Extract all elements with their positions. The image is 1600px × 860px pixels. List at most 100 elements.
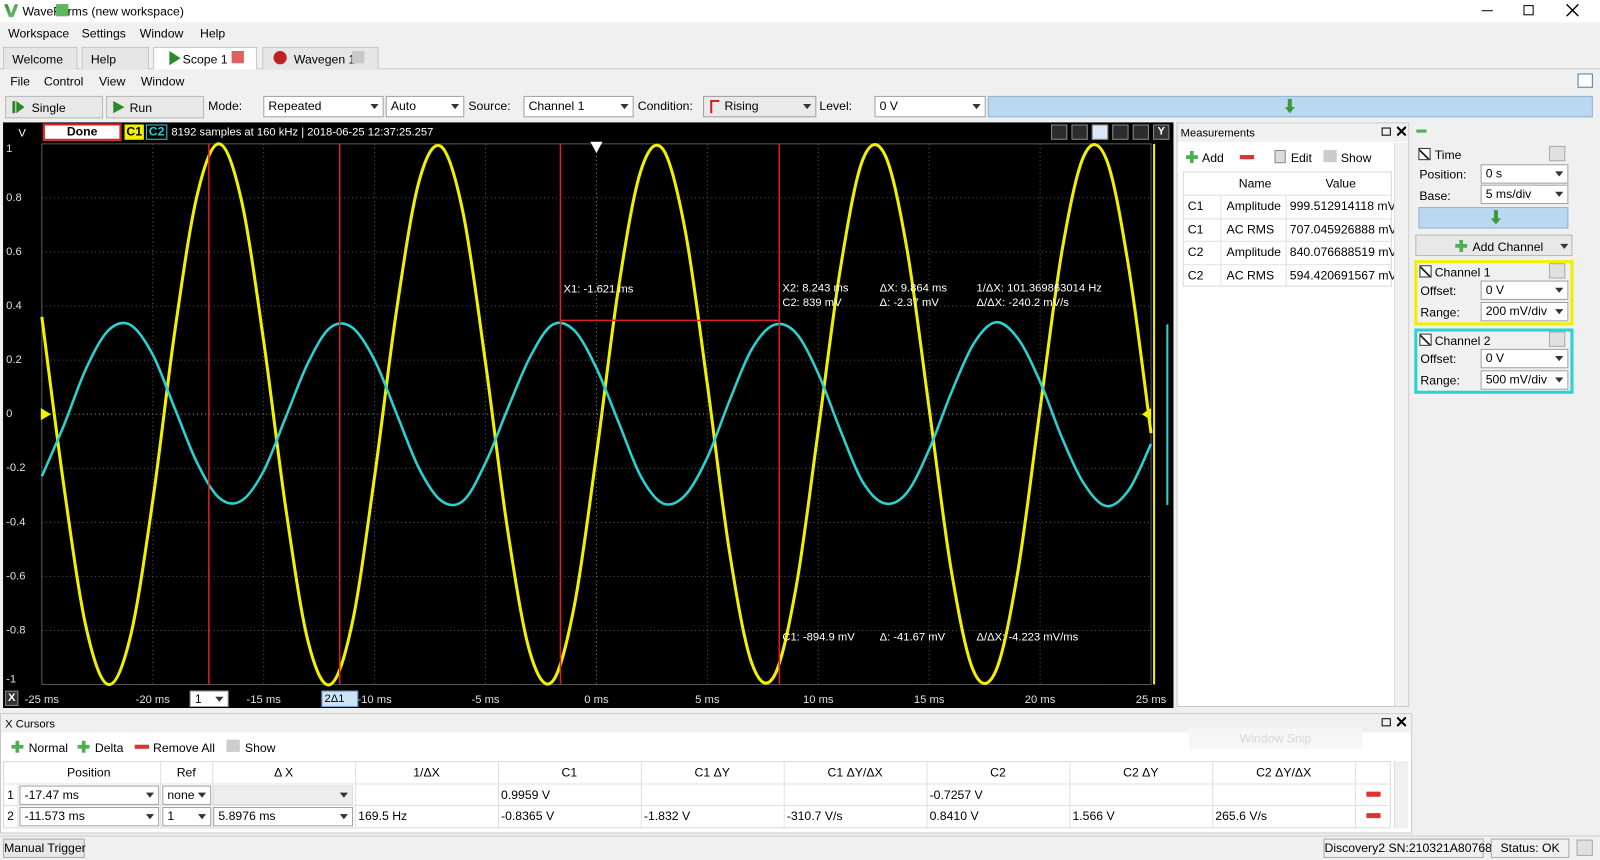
single-button[interactable]: Single — [5, 95, 104, 119]
series-badge[interactable]: C2 — [145, 124, 168, 140]
base-label: Base: — [1419, 188, 1451, 204]
tab[interactable]: Wavegen 1 — [262, 46, 379, 70]
overlay-text: Window Snip — [1188, 728, 1363, 749]
panel-float — [1381, 127, 1391, 136]
plot-tool[interactable] — [1112, 124, 1129, 140]
dropdown-arrow — [145, 814, 155, 820]
tab[interactable]: Welcome — [3, 46, 78, 70]
tab-label: Scope 1 — [182, 52, 228, 67]
plot-tool[interactable] — [1071, 124, 1088, 140]
range-label: Range: — [1420, 373, 1460, 388]
trigger-arrow-head — [1284, 107, 1295, 114]
device-label[interactable]: Discovery2 SN:210321A80768 — [1323, 838, 1492, 858]
table-cell: 1.566 V — [1072, 808, 1115, 824]
rising-icon — [710, 99, 720, 114]
table-cell: Amplitude — [1226, 244, 1281, 260]
row-divider — [1182, 194, 1392, 196]
apply-arrow — [1493, 210, 1498, 220]
offset-dropdown[interactable]: 0 V — [1480, 280, 1569, 300]
position-dropdown[interactable]: 0 s — [1480, 164, 1569, 184]
scope-menu-item[interactable]: View — [98, 74, 126, 89]
scope-menu-item[interactable]: File — [10, 74, 30, 89]
show-button: Show — [1340, 150, 1372, 166]
manual-trigger-button[interactable]: Manual Trigger — [3, 838, 86, 858]
position-dropdown[interactable]: -17.47 ms — [19, 785, 160, 805]
dropdown-arrow — [1555, 356, 1564, 362]
table-header: Ref — [176, 765, 196, 780]
table-cell: C2 — [1187, 267, 1204, 283]
position-dropdown[interactable]: -11.573 ms — [19, 806, 160, 827]
plot-tool[interactable] — [1132, 124, 1149, 140]
checkbox[interactable] — [1419, 333, 1432, 346]
dropdown-arrow — [197, 814, 207, 820]
run-button[interactable]: Run — [106, 95, 205, 119]
minimize-button[interactable] — [1481, 10, 1493, 12]
base-dropdown[interactable]: 5 ms/div — [1480, 184, 1569, 205]
ref-dropdown[interactable]: 1 — [189, 690, 229, 707]
checkbox[interactable] — [1418, 147, 1431, 161]
channel-name: Channel 1 — [1434, 265, 1491, 280]
dropdown-text: 0 V — [1485, 282, 1505, 297]
table-cell: 840.076688519 mV — [1289, 244, 1397, 260]
delta-button: Delta — [94, 740, 124, 755]
menu-item[interactable]: Settings — [81, 26, 126, 41]
ref-box[interactable]: 2Δ1 — [321, 690, 359, 707]
level-label: Level: — [819, 98, 853, 114]
table-header: Name — [1238, 176, 1272, 191]
tab-icon — [273, 51, 287, 65]
status-label[interactable]: Status: OK — [1490, 838, 1570, 858]
menu-item[interactable]: Workspace — [8, 26, 70, 41]
plot-tool[interactable] — [1051, 124, 1068, 140]
apply-button[interactable] — [1418, 207, 1569, 229]
remove-row-button[interactable] — [1366, 813, 1381, 819]
menu-item[interactable]: Window — [139, 26, 184, 41]
column-divider — [1285, 194, 1287, 287]
column-divider — [640, 761, 642, 829]
y-button[interactable]: Y — [1153, 124, 1170, 140]
table-cell: AC RMS — [1226, 221, 1275, 237]
tab[interactable]: Help — [81, 46, 149, 70]
delta-dropdown[interactable] — [213, 785, 354, 805]
x-button[interactable]: X — [5, 690, 19, 706]
ref-dropdown[interactable]: 1 — [162, 806, 212, 827]
channel-box — [1414, 328, 1574, 394]
menu-item[interactable]: Help — [200, 26, 226, 41]
plot-tool[interactable] — [1091, 124, 1109, 140]
dropdown-arrow — [370, 104, 379, 110]
tab-close — [231, 51, 244, 64]
scope-menu-item[interactable]: Window — [140, 74, 185, 89]
table-cell: 0.9959 V — [501, 787, 551, 802]
dropdown-text: Rising — [724, 98, 759, 114]
auto-dropdown[interactable]: Auto — [385, 95, 465, 118]
tab-icon — [56, 4, 69, 17]
level-dropdown[interactable]: 0 V — [874, 95, 986, 118]
ref-dropdown[interactable]: none — [162, 785, 212, 805]
range-dropdown[interactable]: 200 mV/div — [1480, 301, 1569, 322]
remove-row-button[interactable] — [1366, 791, 1381, 797]
table-cell: C1 — [1187, 221, 1204, 237]
panel-toggle[interactable] — [1577, 73, 1593, 88]
condition-dropdown[interactable]: Rising — [703, 95, 817, 118]
maximize-button[interactable] — [1523, 5, 1534, 16]
row-divider — [3, 804, 1391, 806]
dropdown-text: Auto — [390, 98, 417, 114]
offset-dropdown[interactable]: 0 V — [1480, 348, 1569, 369]
source-dropdown[interactable]: Channel 1 — [523, 95, 634, 118]
column-divider — [1212, 761, 1214, 829]
run-icon — [113, 100, 125, 114]
column-divider — [1220, 194, 1222, 287]
mode-label: Mode: — [208, 98, 243, 114]
mode-dropdown[interactable]: Repeated — [263, 95, 384, 118]
single-icon — [12, 100, 16, 114]
dropdown-arrow — [197, 792, 207, 798]
close-button[interactable] — [1566, 4, 1579, 17]
position-label: Position: — [1419, 167, 1467, 182]
checkbox[interactable] — [1419, 265, 1432, 278]
add-channel-button[interactable]: Add Channel — [1415, 234, 1573, 257]
scope-menu-item[interactable]: Control — [43, 74, 84, 89]
range-dropdown[interactable]: 500 mV/div — [1480, 370, 1569, 390]
series-badge[interactable]: C1 — [124, 124, 144, 140]
delta-dropdown[interactable]: 5.8976 ms — [213, 806, 354, 827]
dropdown-arrow — [339, 814, 348, 820]
